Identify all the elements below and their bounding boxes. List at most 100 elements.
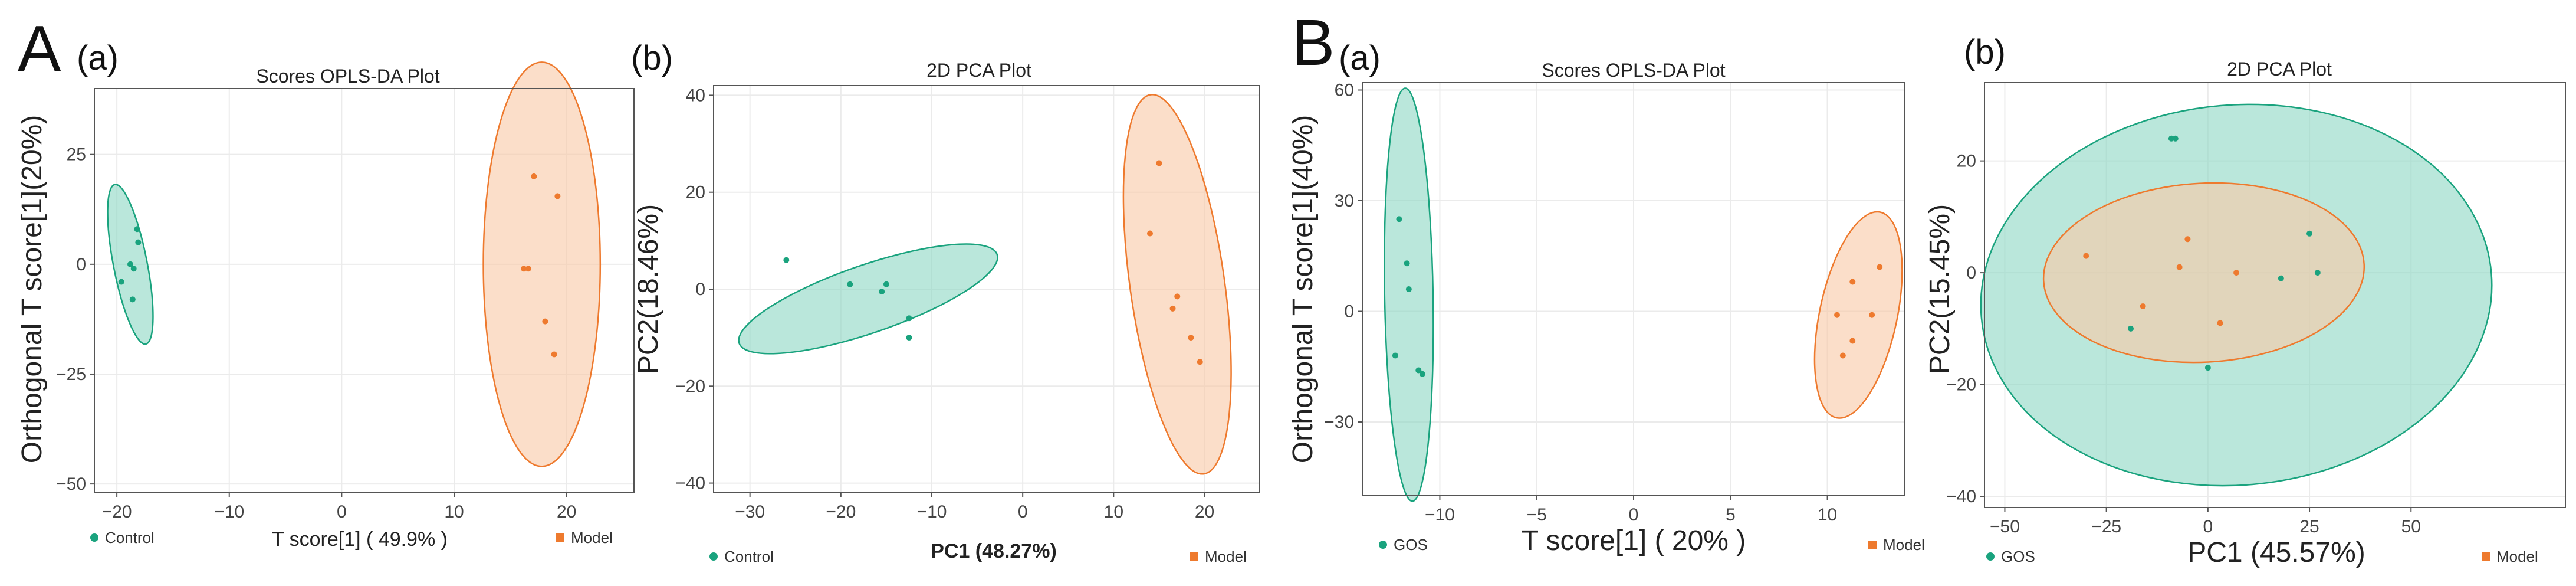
x-tick-label: 20 xyxy=(1195,502,1214,522)
legend-label: Model xyxy=(571,529,613,546)
data-point xyxy=(1174,293,1181,300)
x-tick-label: 0 xyxy=(1018,502,1028,522)
legend-label: GOS xyxy=(2001,548,2035,565)
y-tick-label: −25 xyxy=(56,365,86,384)
data-point xyxy=(1156,160,1162,166)
x-tick-label: −10 xyxy=(214,502,244,522)
legend-label: Control xyxy=(724,548,774,565)
data-point xyxy=(1169,305,1176,312)
legend-marker xyxy=(556,533,564,542)
y-tick-label: 0 xyxy=(695,280,705,299)
x-tick-label: −10 xyxy=(917,502,947,522)
plot-frame xyxy=(94,88,635,493)
data-point xyxy=(1877,264,1883,270)
y-tick-label: −50 xyxy=(56,474,86,494)
data-point xyxy=(2168,135,2174,142)
data-point xyxy=(1396,216,1402,222)
x-tick-label: 10 xyxy=(1818,505,1837,525)
data-point xyxy=(2314,270,2321,276)
legend-marker xyxy=(1986,552,1995,561)
data-point xyxy=(1834,312,1840,318)
y-tick-label: 0 xyxy=(1966,263,1976,283)
x-tick-label: 10 xyxy=(444,502,464,522)
y-tick-label: −30 xyxy=(1324,413,1354,432)
chart-3: −10 −5 0 5 10 −30 0 30 60 Scores OPLS-DA Plot T sc… xyxy=(1287,60,1925,556)
y-tick-label: −40 xyxy=(1946,487,1976,506)
y-tick-label: −20 xyxy=(675,377,705,396)
data-point xyxy=(2140,303,2146,309)
chart-4: −50 −25 0 25 50 −40 −20 0 20 2D PCA Plot PC1 (45.5… xyxy=(1924,58,2566,568)
data-point xyxy=(1849,338,1856,344)
confidence-ellipse-2 xyxy=(482,61,602,467)
data-point xyxy=(879,289,885,295)
confidence-ellipse-2 xyxy=(1813,211,1903,419)
x-tick-label: −20 xyxy=(102,502,132,522)
data-point xyxy=(1197,359,1203,365)
data-point xyxy=(883,281,889,287)
y-tick-label: 20 xyxy=(1957,152,1976,171)
y-axis-title: Orthogonal T score[1](40%) xyxy=(1287,115,1319,464)
data-point xyxy=(134,226,140,233)
data-point xyxy=(118,279,124,285)
data-point xyxy=(2127,325,2134,332)
confidence-ellipse-1 xyxy=(1384,87,1434,502)
y-axis-title: PC2(18.46%) xyxy=(633,204,664,374)
data-point xyxy=(1147,230,1153,237)
legend-marker xyxy=(1190,552,1198,561)
y-axis-title: PC2(15.45%) xyxy=(1924,204,1956,374)
data-point xyxy=(1419,371,1425,377)
legend-label: Model xyxy=(2496,548,2538,565)
chart-title: 2D PCA Plot xyxy=(926,60,1031,81)
x-tick-label: 0 xyxy=(337,502,347,522)
legend-label: Control xyxy=(105,529,155,546)
data-point xyxy=(1849,279,1856,285)
data-point xyxy=(2184,236,2191,243)
chart-title: 2D PCA Plot xyxy=(2227,58,2332,80)
data-point xyxy=(906,335,912,341)
data-point xyxy=(554,193,561,199)
data-point xyxy=(2204,365,2211,371)
x-tick-label: −30 xyxy=(735,502,765,522)
data-point xyxy=(129,296,136,303)
chart-title: Scores OPLS-DA Plot xyxy=(1542,60,1725,81)
data-point xyxy=(1188,335,1194,341)
data-point xyxy=(2306,230,2313,237)
x-tick-label: 50 xyxy=(2401,517,2421,536)
subpanel-label-a: (a) xyxy=(1339,39,1381,77)
data-point xyxy=(1839,352,1846,359)
x-tick-label: −50 xyxy=(1990,517,2020,536)
panel-label-A: A xyxy=(18,12,61,85)
data-point xyxy=(1404,260,1410,267)
data-point xyxy=(1415,367,1422,374)
confidence-ellipse-1 xyxy=(738,243,998,355)
data-point xyxy=(2233,270,2240,276)
data-point xyxy=(2278,275,2284,281)
legend-marker xyxy=(1379,541,1387,549)
legend-label: Model xyxy=(1205,548,1247,565)
x-tick-label: −5 xyxy=(1527,505,1547,525)
data-point xyxy=(525,266,531,272)
x-tick-label: 25 xyxy=(2299,517,2319,536)
data-point xyxy=(847,281,853,287)
data-point xyxy=(783,257,790,263)
x-tick-label: −25 xyxy=(2091,517,2121,536)
data-point xyxy=(542,318,548,325)
x-tick-label: −10 xyxy=(1425,505,1455,525)
x-tick-label: 10 xyxy=(1104,502,1123,522)
data-point xyxy=(2217,320,2223,326)
panel-label-B: B xyxy=(1292,6,1335,79)
x-tick-label: 0 xyxy=(2203,517,2213,536)
data-point xyxy=(531,173,537,179)
chart-1: −20 −10 0 10 20 −50 −25 0 25 Scores OPLS-DA Plot T… xyxy=(17,61,635,551)
data-point xyxy=(551,351,557,358)
legend-marker xyxy=(709,552,718,561)
confidence-ellipse-2 xyxy=(2042,182,2365,364)
subpanel-label-a: (a) xyxy=(77,39,119,77)
y-tick-label: 25 xyxy=(67,145,86,165)
y-axis-title: Orthogonal T score[1](20%) xyxy=(17,115,48,464)
chart-title: Scores OPLS-DA Plot xyxy=(256,66,439,87)
x-axis-title: PC1 (45.57%) xyxy=(2187,537,2365,568)
y-tick-label: 20 xyxy=(686,183,705,202)
data-point xyxy=(130,266,137,272)
